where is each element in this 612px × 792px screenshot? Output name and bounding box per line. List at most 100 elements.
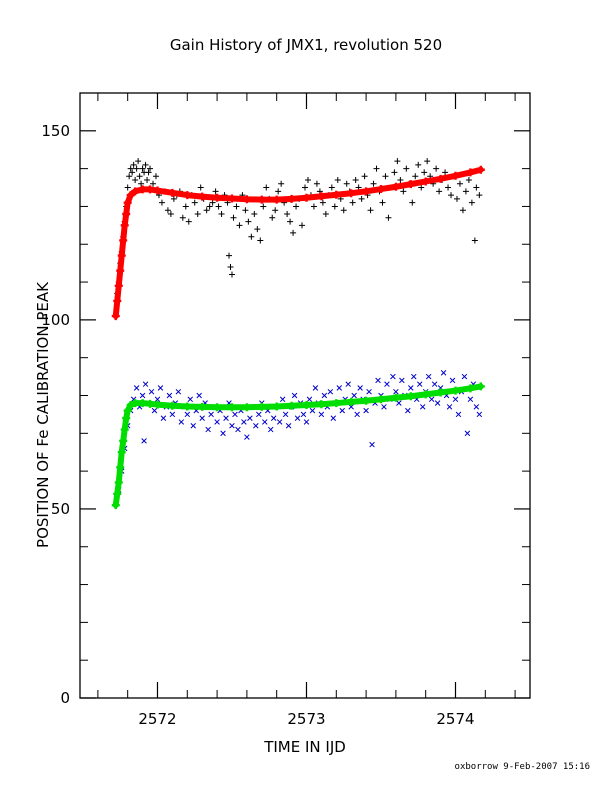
data-point [229, 422, 235, 429]
data-point [312, 385, 319, 391]
data-point [343, 180, 350, 187]
data-point [205, 426, 211, 433]
data-point [379, 199, 386, 206]
data-point [436, 188, 443, 195]
data-point [399, 377, 405, 384]
data-point [476, 411, 483, 418]
data-point [366, 388, 372, 395]
y-axis-label: POSITION OF Fe CALIBRATION PEAK [34, 282, 52, 548]
data-point [330, 415, 337, 421]
data-point [397, 176, 404, 183]
data-point [385, 214, 392, 221]
data-point [218, 211, 225, 217]
y-tick-label: 100 [41, 311, 70, 329]
data-point [260, 203, 267, 210]
data-point [179, 214, 186, 221]
data-point [449, 377, 456, 384]
data-point [135, 158, 142, 165]
data-point [452, 396, 459, 403]
data-point [220, 430, 226, 437]
data-point [209, 199, 216, 206]
y-tick-label: 150 [41, 122, 70, 140]
series-2 [115, 370, 483, 493]
data-marks [111, 158, 485, 510]
data-point [160, 415, 167, 421]
data-point [309, 407, 316, 414]
data-point [411, 373, 417, 380]
data-point [203, 207, 210, 214]
data-point [248, 233, 255, 240]
data-point [418, 184, 425, 191]
data-point [208, 411, 214, 418]
data-point [375, 377, 381, 384]
data-point [187, 396, 194, 403]
data-point [318, 411, 325, 418]
data-point [270, 415, 277, 421]
data-point [471, 237, 478, 244]
data-point [424, 158, 431, 165]
data-point [267, 426, 274, 433]
data-point [328, 184, 335, 191]
data-point [351, 392, 357, 399]
data-point [272, 207, 279, 214]
data-point [300, 411, 307, 418]
data-point [124, 184, 131, 191]
data-point [139, 165, 146, 172]
data-point [445, 184, 452, 191]
data-point [321, 392, 328, 399]
data-point [391, 169, 398, 176]
data-point [412, 173, 419, 180]
data-point [467, 396, 474, 403]
data-point [215, 203, 222, 210]
data-point [464, 430, 471, 437]
data-point [132, 176, 139, 183]
data-point [339, 407, 346, 414]
data-point [456, 180, 463, 187]
data-point [145, 169, 152, 176]
data-point [138, 180, 145, 187]
x-tick-label: 2572 [138, 710, 176, 728]
data-point [141, 438, 147, 444]
data-point [363, 407, 369, 414]
data-point [459, 207, 466, 214]
data-point [373, 165, 380, 172]
data-point [370, 180, 377, 187]
data-point [403, 165, 410, 172]
data-point [476, 192, 483, 199]
data-point [393, 388, 399, 395]
data-point [226, 252, 233, 259]
data-point [253, 422, 259, 429]
data-point [185, 218, 192, 225]
series-3 [111, 382, 485, 510]
data-point [236, 222, 243, 229]
data-point [196, 392, 202, 399]
data-point [433, 165, 440, 172]
data-point [306, 396, 313, 403]
data-point [384, 381, 390, 387]
data-point [358, 195, 365, 202]
data-point [254, 226, 261, 233]
data-point [182, 203, 189, 210]
fit-curve [112, 383, 484, 509]
data-point [369, 441, 375, 448]
data-point [199, 415, 205, 421]
data-point [290, 229, 297, 236]
y-tick-label: 0 [60, 689, 70, 707]
data-point [299, 222, 306, 229]
data-point [230, 214, 237, 221]
data-point [310, 203, 317, 210]
data-point [394, 158, 401, 165]
data-point [126, 173, 133, 180]
data-point [416, 381, 423, 387]
data-point [453, 195, 460, 202]
data-point [473, 404, 480, 410]
data-point [178, 419, 185, 425]
data-point [241, 419, 247, 425]
data-point [367, 207, 374, 214]
x-tick-label: 2574 [436, 710, 474, 728]
data-point [142, 161, 149, 168]
data-point [133, 165, 140, 172]
data-point [256, 411, 262, 418]
data-point [421, 169, 428, 176]
data-point [282, 411, 289, 418]
